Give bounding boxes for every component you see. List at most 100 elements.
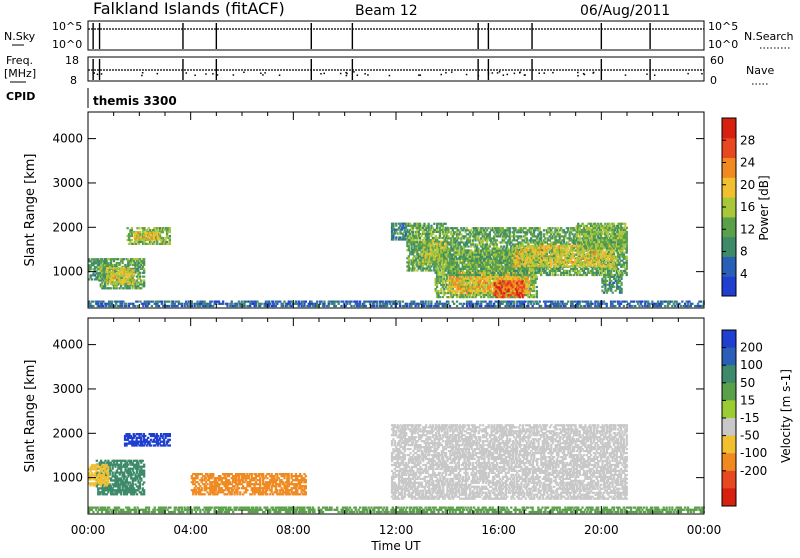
data-cell [437, 280, 439, 282]
data-cell [579, 270, 581, 272]
data-cell [482, 239, 484, 241]
data-cell [169, 235, 171, 237]
data-cell [432, 244, 434, 246]
data-cell [463, 286, 465, 288]
data-cell [526, 231, 528, 233]
data-cell [528, 282, 530, 284]
data-cell [573, 237, 575, 239]
data-cell [456, 231, 458, 233]
data-cell [526, 268, 528, 270]
data-cell [523, 294, 525, 296]
data-cell [430, 259, 432, 261]
data-cell [527, 284, 529, 286]
data-cell [533, 288, 535, 290]
data-cell [412, 227, 414, 229]
data-cell [413, 265, 415, 267]
data-cell [413, 243, 415, 245]
data-cell [427, 247, 429, 249]
data-cell [496, 245, 498, 247]
nave-dot [389, 75, 391, 77]
data-cell [489, 245, 491, 247]
data-cell [143, 279, 145, 281]
data-cell [437, 257, 439, 259]
data-cell [419, 253, 421, 255]
data-cell [429, 267, 431, 269]
data-cell [591, 268, 593, 270]
data-cell [138, 243, 140, 245]
data-cell [610, 270, 612, 272]
data-cell [470, 233, 472, 235]
data-cell [419, 267, 421, 269]
data-cell [401, 229, 403, 231]
data-cell [464, 274, 466, 276]
data-cell [442, 296, 444, 298]
cpid-label: CPID [6, 90, 35, 103]
data-cell [169, 231, 171, 233]
data-cell [500, 245, 502, 247]
data-cell [486, 266, 488, 268]
data-cell [110, 283, 112, 285]
data-cell [98, 274, 100, 276]
data-cell [392, 235, 394, 237]
data-cell [492, 296, 494, 298]
data-cell [106, 271, 108, 273]
data-cell [392, 236, 394, 238]
data-cell [445, 247, 447, 249]
data-cell [540, 272, 542, 274]
data-cell [439, 296, 441, 298]
data-cell [482, 254, 484, 256]
data-cell [486, 229, 488, 231]
data-cell [493, 237, 495, 239]
station-title: Falkland Islands (fitACF) [93, 0, 285, 18]
data-cell [570, 237, 572, 239]
data-cell [432, 240, 434, 242]
data-cell [430, 249, 432, 251]
data-cell [442, 282, 444, 284]
data-cell [131, 277, 133, 279]
data-cell [493, 231, 495, 233]
data-cell [503, 239, 505, 241]
data-cell [437, 270, 439, 272]
data-cell [489, 268, 491, 270]
data-cell [429, 242, 431, 244]
nsky-tick-bottom: 10^0 [52, 38, 82, 51]
data-cell [452, 229, 454, 231]
data-cell [425, 269, 427, 271]
data-cell [463, 290, 465, 292]
data-cell [484, 227, 486, 229]
data-cell [563, 239, 565, 241]
nave-dot [440, 74, 442, 76]
data-cell [447, 286, 449, 288]
data-cell [507, 250, 509, 252]
data-cell [142, 231, 144, 233]
nave-tick-top: 60 [710, 54, 724, 67]
nave-dot [260, 72, 262, 74]
data-cell [422, 265, 424, 267]
data-cell [137, 236, 139, 238]
data-cell [563, 229, 565, 231]
data-cell [133, 275, 135, 277]
data-cell [537, 235, 539, 237]
data-cell [428, 225, 430, 227]
data-cell [437, 272, 439, 274]
data-cell [453, 272, 455, 274]
data-cell [95, 266, 97, 268]
data-cell [457, 266, 459, 268]
data-cell [527, 278, 529, 280]
data-cell [440, 251, 442, 253]
data-cell [419, 243, 421, 245]
data-cell [509, 229, 511, 231]
data-cell [566, 270, 568, 272]
data-cell [457, 229, 459, 231]
nave-dot [364, 73, 366, 75]
data-cell [513, 268, 515, 270]
data-cell [462, 294, 464, 296]
data-cell [127, 279, 129, 281]
nave-dot [497, 72, 499, 74]
data-cell [154, 234, 156, 236]
data-cell [553, 233, 555, 235]
data-cell [139, 258, 141, 260]
data-cell [482, 264, 484, 266]
data-cell [517, 272, 519, 274]
